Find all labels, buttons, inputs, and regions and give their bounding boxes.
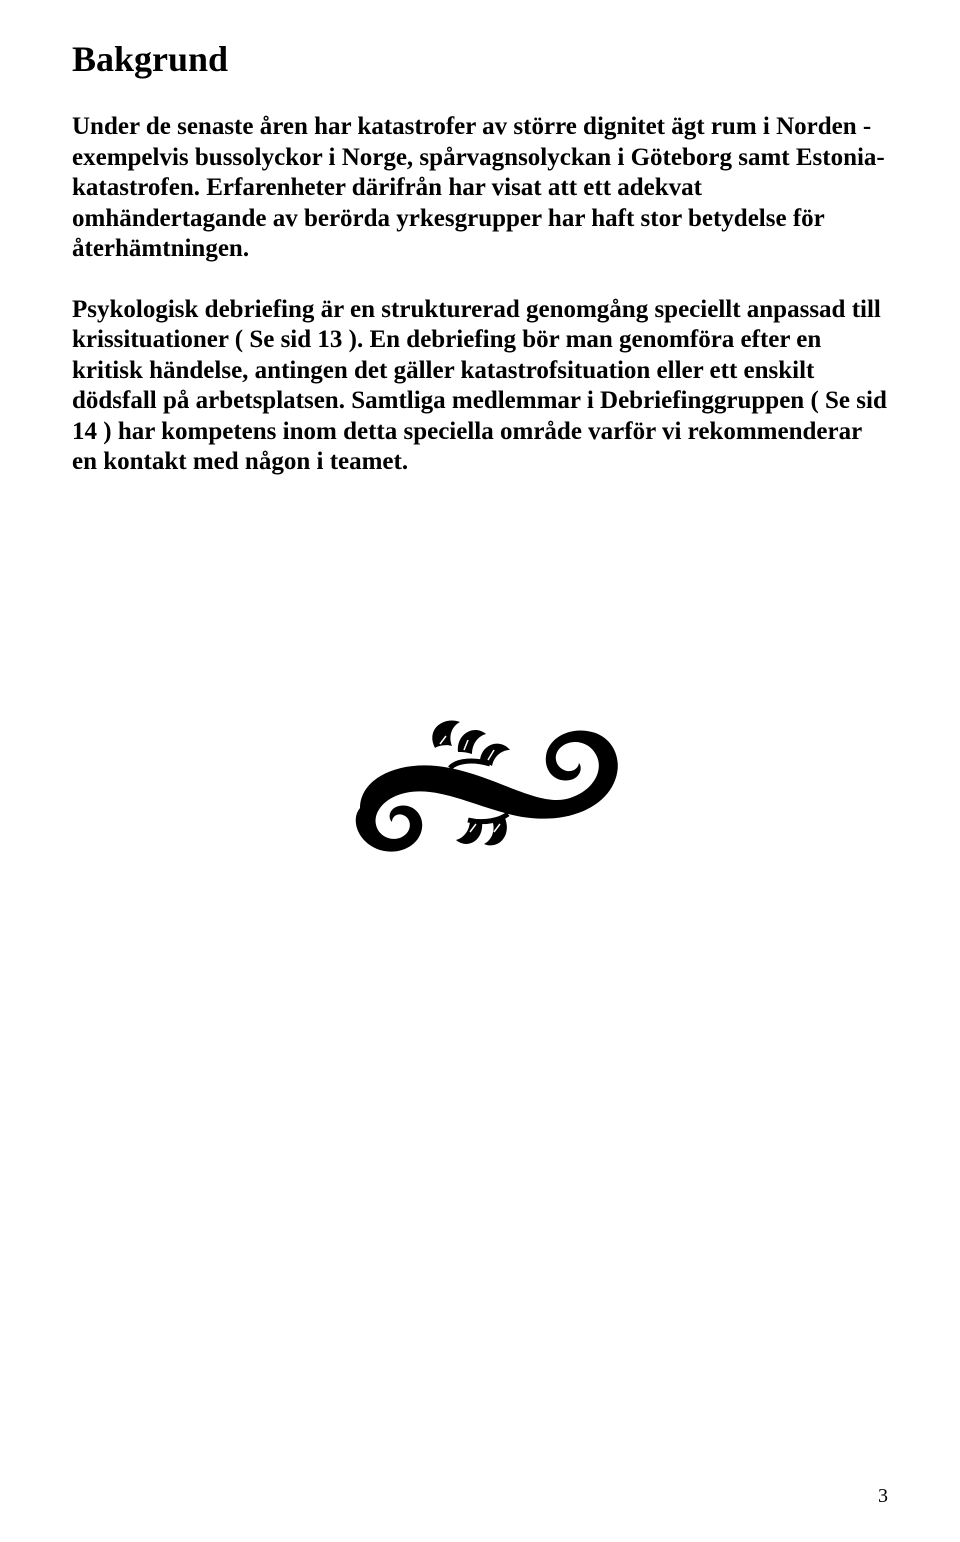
page-number: 3 [878, 1485, 888, 1508]
leaf-flourish-icon [340, 708, 620, 868]
paragraph-2: Psykologisk debriefing är en strukturera… [72, 295, 888, 478]
ornament-container [72, 708, 888, 868]
page-heading: Bakgrund [72, 38, 888, 80]
paragraph-1: Under de senaste åren har katastrofer av… [72, 112, 888, 265]
